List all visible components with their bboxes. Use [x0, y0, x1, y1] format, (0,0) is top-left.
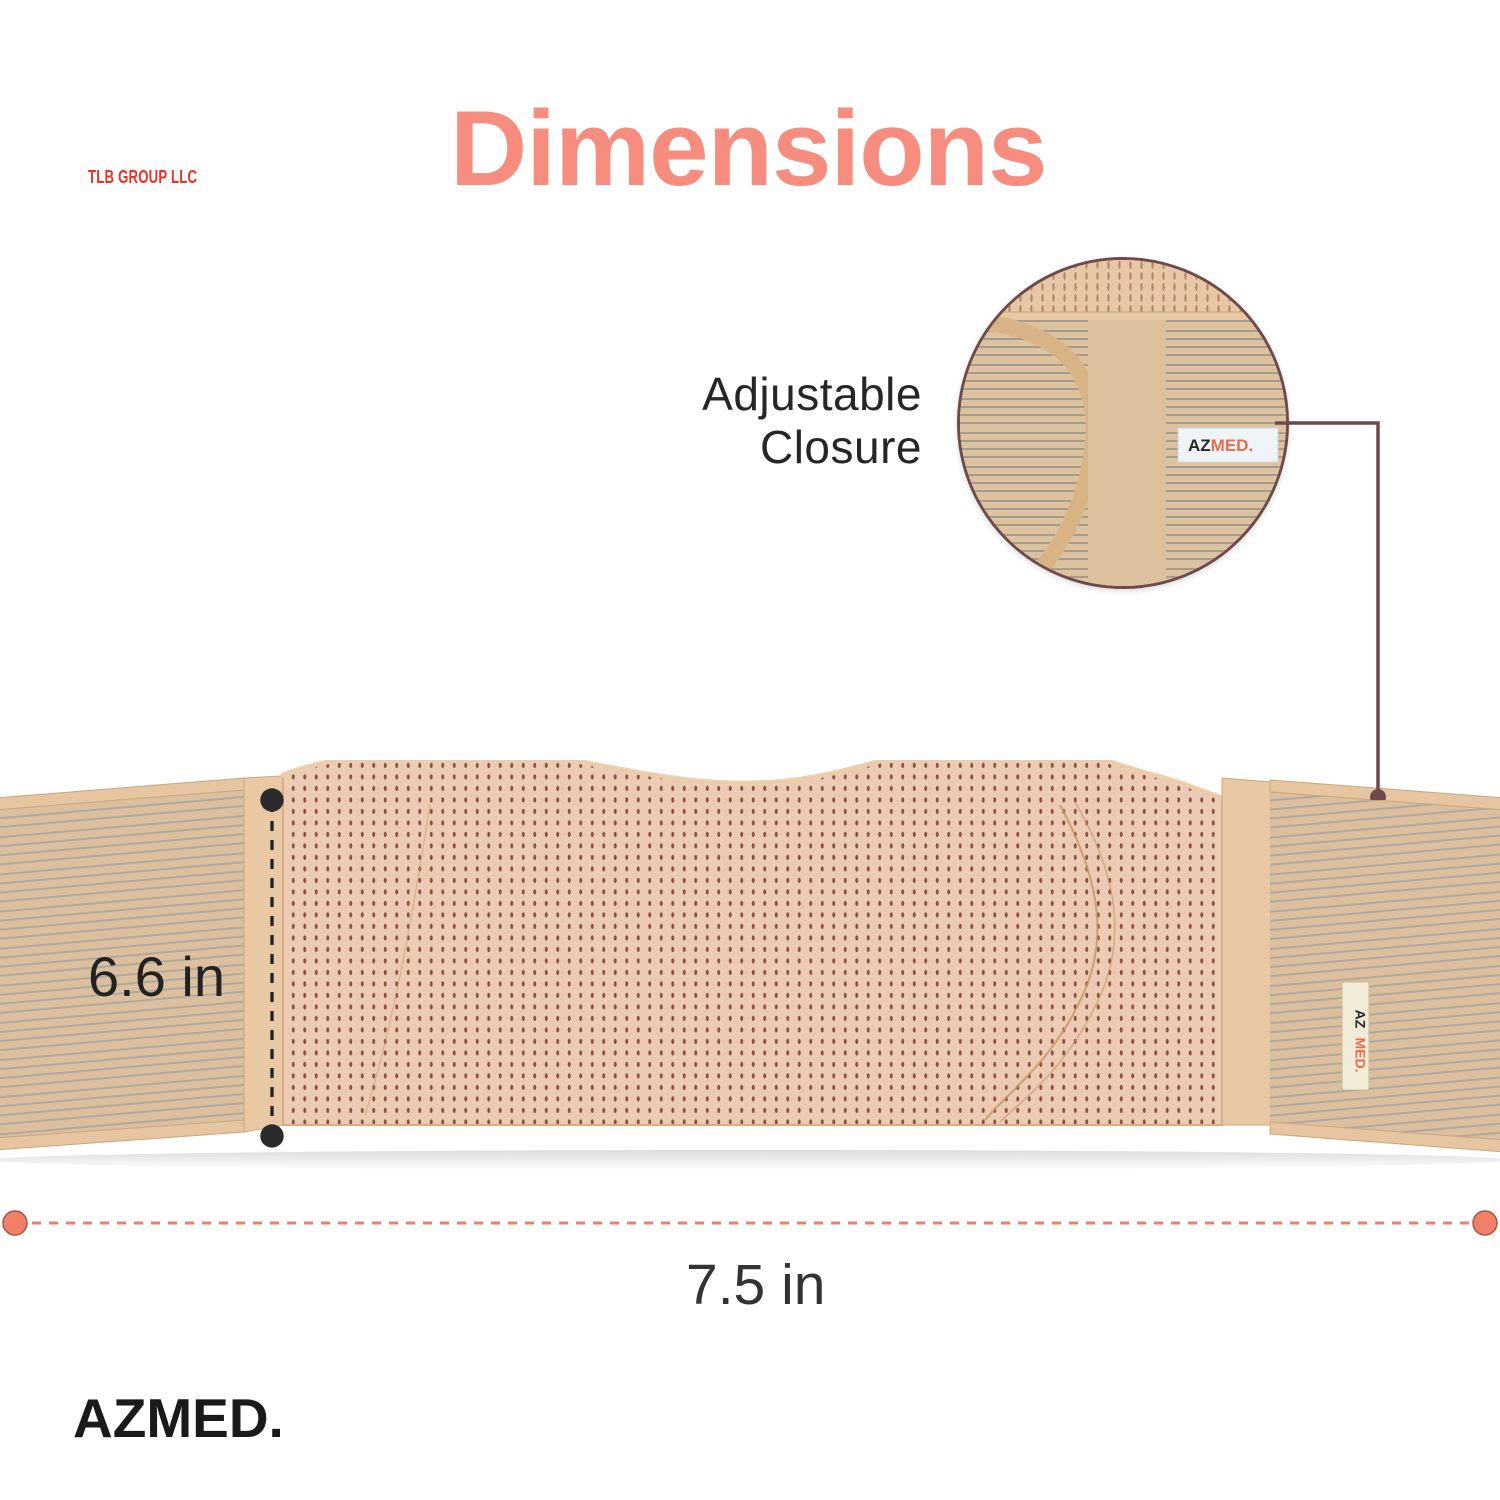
svg-text:AZMED.: AZMED. [1188, 436, 1253, 455]
svg-text:AZ: AZ [1353, 1010, 1369, 1029]
svg-text:MED.: MED. [1353, 1038, 1369, 1073]
